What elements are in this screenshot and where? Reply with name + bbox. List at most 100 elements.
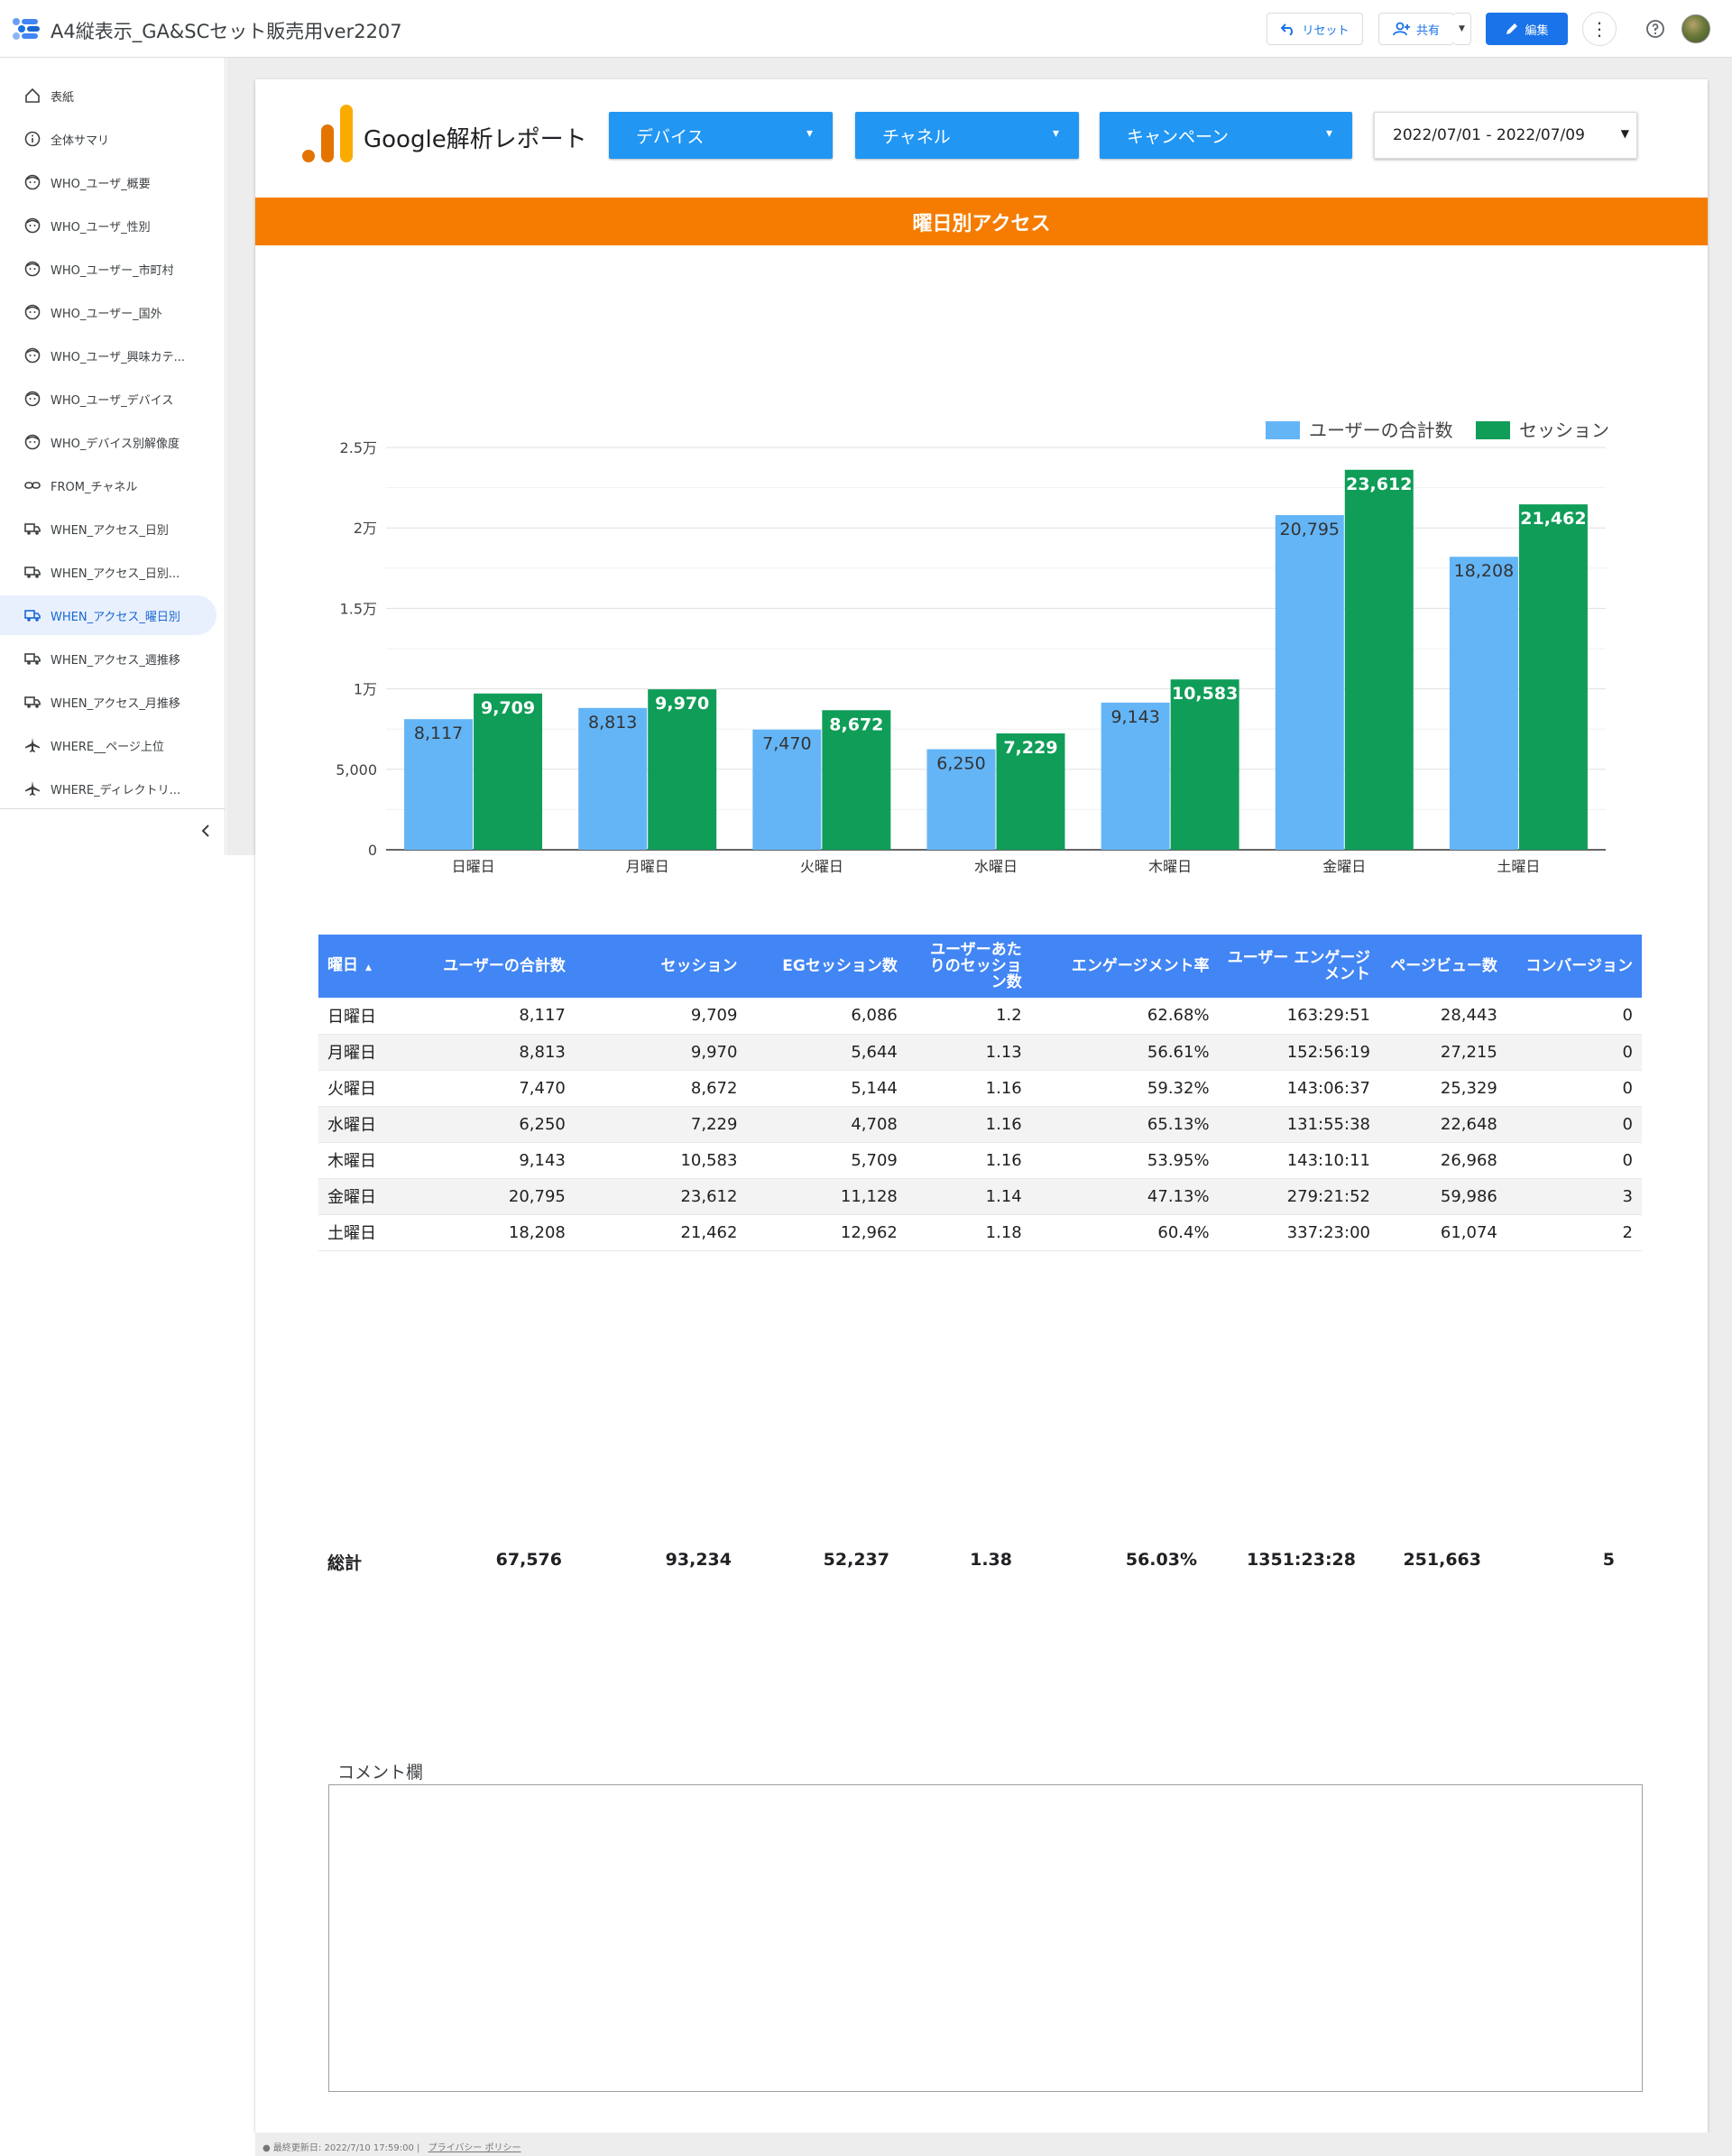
table-row[interactable]: 木曜日 9,143 10,583 5,709 1.16 53.95% 143:10:11 26… — [318, 1142, 1642, 1179]
table-cell: 8,813 — [410, 1034, 575, 1071]
table-cell: 0 — [1506, 1106, 1642, 1143]
more-options-button[interactable]: ⋮ — [1582, 12, 1617, 46]
sidebar-item-label: WHERE_ディレクトリ... — [51, 783, 181, 797]
legend-label: セッション — [1519, 419, 1609, 441]
weekday-bar-chart[interactable]: 0 5,000 1万 1.5万 2万 2.5万 8,117 9,709 日曜日 8,813 9,97… — [255, 296, 1708, 891]
channel-filter-dropdown[interactable]: チャネル ▾ — [855, 112, 1079, 159]
table-cell: 18,208 — [410, 1214, 575, 1251]
share-button[interactable]: 共有 — [1378, 13, 1454, 45]
total-value: 67,576 — [495, 1550, 562, 1570]
sidebar-item-8[interactable]: WHO_デバイス別解像度 — [0, 422, 216, 462]
bar-users — [578, 707, 648, 850]
sidebar-item-10[interactable]: WHEN_アクセス_日別 — [0, 509, 216, 548]
table-cell: 5,644 — [746, 1034, 907, 1071]
sidebar-item-5[interactable]: WHO_ユーザー_国外 — [0, 292, 216, 332]
bar-users — [752, 729, 822, 850]
table-cell: 65.13% — [1030, 1106, 1219, 1143]
column-header[interactable]: ユーザー エンゲージメント — [1218, 935, 1379, 998]
table-row[interactable]: 火曜日 7,470 8,672 5,144 1.16 59.32% 143:06:37 25,… — [318, 1070, 1642, 1107]
table-cell: 9,143 — [410, 1142, 575, 1179]
sidebar-item-label: WHO_ユーザ_概要 — [51, 177, 151, 191]
column-header-label: コンバージョン — [1525, 957, 1633, 975]
report-file-title[interactable]: A4縦表示_GA&SCセット販売用ver2207 — [51, 21, 402, 42]
column-header[interactable]: エンゲージメント率 — [1030, 935, 1219, 998]
comment-textbox[interactable] — [328, 1784, 1643, 2092]
column-header-label: エンゲージメント率 — [1071, 957, 1210, 975]
table-cell: 163:29:51 — [1218, 998, 1379, 1035]
table-row[interactable]: 月曜日 8,813 9,970 5,644 1.13 56.61% 152:56:19 27,… — [318, 1034, 1642, 1071]
table-row[interactable]: 金曜日 20,795 23,612 11,128 1.14 47.13% 279:21:52… — [318, 1178, 1642, 1215]
y-tick-label: 0 — [368, 842, 377, 859]
data-label: 20,795 — [1280, 520, 1340, 539]
table-cell: 2 — [1506, 1214, 1642, 1251]
table-cell: 7,229 — [574, 1106, 747, 1143]
table-cell: 28,443 — [1378, 998, 1506, 1035]
channel-filter-label: チャネル — [882, 126, 951, 147]
sidebar-item-14[interactable]: WHEN_アクセス_月推移 — [0, 682, 216, 722]
column-header[interactable]: ページビュー数 — [1378, 935, 1506, 998]
data-label: 9,143 — [1110, 707, 1159, 727]
account-avatar[interactable] — [1681, 14, 1710, 43]
collapse-sidebar-icon[interactable] — [197, 821, 216, 841]
plane-icon — [25, 738, 40, 752]
share-dropdown-button[interactable]: ▼ — [1453, 13, 1471, 45]
device-filter-dropdown[interactable]: デバイス ▾ — [609, 112, 833, 159]
column-header[interactable]: コンバージョン — [1506, 935, 1642, 998]
reset-button[interactable]: リセット — [1267, 13, 1363, 45]
table-cell: 143:10:11 — [1218, 1142, 1379, 1179]
caret-down-icon: ▾ — [1325, 126, 1332, 141]
sidebar-item-4[interactable]: WHO_ユーザー_市町村 — [0, 249, 216, 289]
bar-sessions — [474, 693, 543, 850]
sidebar-item-16[interactable]: WHERE_ディレクトリ... — [0, 769, 216, 808]
data-label: 8,117 — [414, 723, 463, 743]
sidebar-item-1[interactable]: 全体サマリ — [0, 119, 216, 159]
data-label: 8,672 — [829, 714, 883, 734]
help-icon[interactable] — [1645, 19, 1665, 39]
column-header[interactable]: ユーザーあたりのセッション数 — [906, 935, 1031, 998]
sidebar-item-6[interactable]: WHO_ユーザ_興味カテ... — [0, 336, 216, 375]
bar-users — [926, 749, 996, 850]
sidebar-item-11[interactable]: WHEN_アクセス_日別... — [0, 552, 216, 592]
sort-ascending-icon: ▲ — [365, 963, 372, 972]
legend-swatch — [1476, 421, 1510, 439]
y-tick-label: 1万 — [354, 681, 377, 698]
column-header[interactable]: セッション — [574, 935, 747, 998]
sidebar-item-2[interactable]: WHO_ユーザ_概要 — [0, 162, 216, 202]
column-header-label: ユーザーあたりのセッション数 — [929, 941, 1022, 991]
total-value: 93,234 — [665, 1550, 732, 1570]
sidebar-item-label: WHERE__ページ上位 — [51, 740, 164, 754]
data-label: 10,583 — [1172, 684, 1238, 704]
sidebar-item-15[interactable]: WHERE__ページ上位 — [0, 725, 216, 765]
privacy-policy-link[interactable]: プライバシー ポリシー — [428, 2143, 521, 2153]
table-cell: 279:21:52 — [1218, 1178, 1379, 1215]
truck-icon — [24, 696, 41, 708]
sidebar-item-label: 表紙 — [51, 90, 75, 105]
bar-sessions — [822, 710, 891, 850]
sidebar-item-9[interactable]: FROM_チャネル — [0, 465, 216, 505]
column-header[interactable]: EGセッション数 — [746, 935, 907, 998]
column-header[interactable]: 曜日 ▲ — [318, 935, 410, 998]
info-icon — [24, 131, 41, 147]
table-row[interactable]: 日曜日 8,117 9,709 6,086 1.2 62.68% 163:29:51 28,4… — [318, 998, 1642, 1035]
table-row[interactable]: 水曜日 6,250 7,229 4,708 1.16 65.13% 131:55:38 22,… — [318, 1106, 1642, 1143]
edit-button[interactable]: 編集 — [1486, 13, 1568, 45]
date-range-picker[interactable]: 2022/07/01 - 2022/07/09 ▼ — [1374, 112, 1637, 159]
sidebar-item-0[interactable]: 表紙 — [0, 76, 216, 115]
sidebar-item-3[interactable]: WHO_ユーザ_性別 — [0, 206, 216, 245]
comment-label: コメント欄 — [337, 1763, 424, 1783]
sidebar-item-7[interactable]: WHO_ユーザ_デバイス — [0, 379, 216, 419]
data-label: 7,229 — [1003, 738, 1057, 758]
campaign-filter-dropdown[interactable]: キャンペーン ▾ — [1100, 112, 1352, 159]
face-icon — [24, 434, 41, 450]
truck-icon — [24, 567, 41, 578]
sidebar-item-13[interactable]: WHEN_アクセス_週推移 — [0, 639, 216, 678]
weekday-data-table[interactable]: 曜日 ▲ ユーザーの合計数 セッション EGセッション数 ユーザーあたりのセッション数 エン… — [318, 935, 1642, 1251]
column-header[interactable]: ユーザーの合計数 — [410, 935, 575, 998]
link-icon — [24, 482, 41, 489]
table-cell: 59.32% — [1030, 1070, 1219, 1107]
table-cell: 62.68% — [1030, 998, 1219, 1035]
bar-sessions — [648, 689, 717, 850]
sidebar-item-12[interactable]: WHEN_アクセス_曜日別 — [0, 595, 216, 635]
table-row[interactable]: 土曜日 18,208 21,462 12,962 1.18 60.4% 337:23:00 6… — [318, 1214, 1642, 1251]
table-cell: 21,462 — [574, 1214, 747, 1251]
